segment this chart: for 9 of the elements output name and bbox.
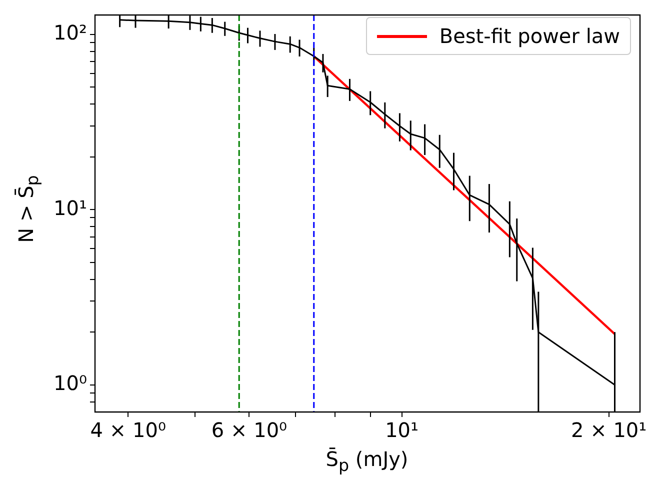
legend-label: Best-fit power law: [439, 24, 620, 48]
y-tick-label: 10⁰: [54, 371, 87, 396]
x-tick-label: 6 × 10⁰: [211, 418, 288, 442]
x-tick-label: 10¹: [385, 418, 419, 442]
y-tick-label: 10²: [54, 20, 87, 45]
y-tick-label: 10¹: [54, 196, 87, 220]
x-tick-label: 2 × 10¹: [570, 418, 647, 442]
x-tick-label: 4 × 10⁰: [90, 418, 166, 442]
x-axis-title: S̄$_{p}$ (mJy): [326, 447, 408, 475]
